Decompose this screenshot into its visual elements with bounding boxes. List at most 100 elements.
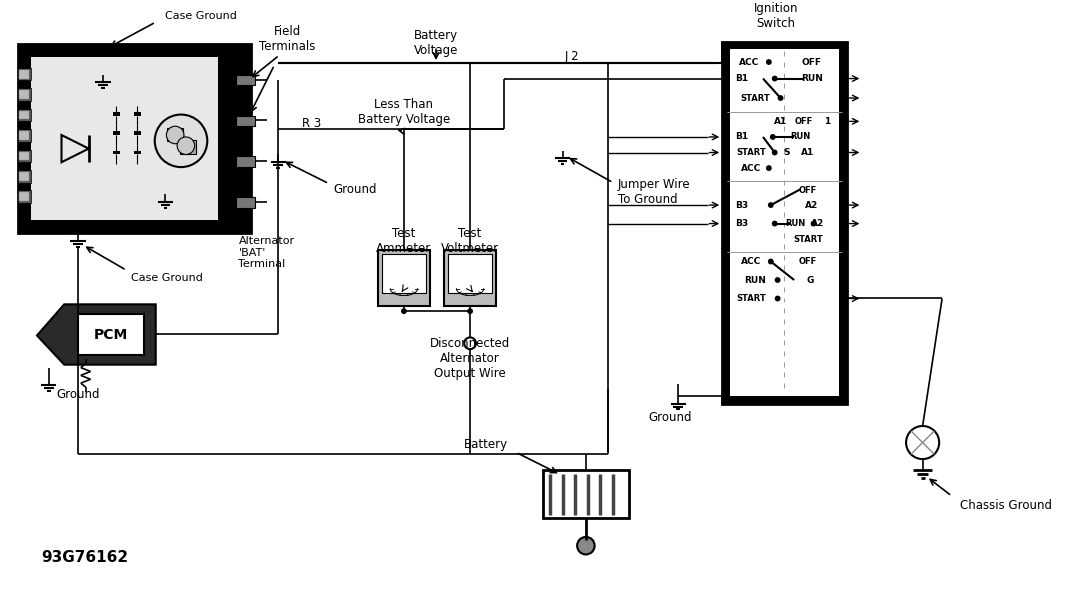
Text: Less Than
Battery Voltage: Less Than Battery Voltage	[358, 98, 450, 126]
Bar	[17, 43, 251, 233]
Circle shape	[774, 277, 781, 283]
Bar	[134, 112, 142, 115]
Bar	[378, 250, 430, 306]
Bar	[381, 254, 426, 293]
Circle shape	[577, 537, 594, 554]
Text: B1: B1	[735, 132, 749, 141]
Text: Ignition
Switch: Ignition Switch	[753, 2, 798, 30]
Bar	[17, 109, 31, 121]
Text: Test
Ammeter: Test Ammeter	[376, 227, 431, 255]
Bar	[730, 50, 839, 396]
Polygon shape	[37, 304, 155, 365]
Text: B1: B1	[735, 74, 749, 83]
Bar	[19, 90, 29, 99]
Text: A1: A1	[774, 117, 787, 126]
Bar	[19, 193, 29, 201]
Bar	[134, 131, 142, 135]
Circle shape	[177, 137, 195, 155]
Text: Battery
Voltage: Battery Voltage	[414, 29, 458, 57]
Circle shape	[810, 220, 817, 226]
Circle shape	[772, 220, 777, 226]
Text: Ground: Ground	[333, 183, 377, 196]
Text: S: S	[783, 148, 789, 157]
Text: Field
Terminals: Field Terminals	[259, 25, 315, 53]
Text: Test
Voltmeter: Test Voltmeter	[441, 227, 499, 255]
Bar	[19, 111, 29, 120]
Bar	[19, 70, 29, 79]
Text: OFF: OFF	[794, 117, 813, 126]
Text: Chassis Ground: Chassis Ground	[960, 500, 1051, 512]
Text: 93G76162: 93G76162	[40, 550, 128, 565]
Bar	[17, 88, 31, 101]
Text: START: START	[740, 94, 770, 103]
Bar	[17, 129, 31, 142]
Text: ACC: ACC	[741, 257, 761, 266]
Circle shape	[772, 76, 777, 82]
Circle shape	[166, 126, 184, 144]
Circle shape	[772, 150, 777, 155]
Text: START: START	[737, 148, 766, 157]
Bar	[235, 156, 255, 167]
Circle shape	[400, 308, 407, 314]
Circle shape	[468, 308, 473, 314]
Circle shape	[774, 295, 781, 301]
Bar	[444, 250, 496, 306]
Circle shape	[154, 115, 208, 167]
Text: Ground: Ground	[56, 388, 100, 401]
Text: B3: B3	[735, 201, 749, 210]
Text: START: START	[737, 294, 766, 303]
Bar	[113, 131, 119, 135]
Bar	[17, 150, 31, 162]
Text: Ground: Ground	[649, 411, 692, 424]
Bar	[17, 170, 31, 182]
Text: RUN: RUN	[801, 74, 822, 83]
Bar	[19, 172, 29, 181]
Text: Case Ground: Case Ground	[131, 273, 203, 283]
Circle shape	[766, 165, 772, 171]
Bar	[235, 198, 255, 208]
Bar	[17, 190, 31, 203]
Bar	[180, 140, 196, 155]
Circle shape	[906, 426, 939, 459]
Text: PCM: PCM	[94, 327, 128, 341]
Text: Case Ground: Case Ground	[165, 11, 237, 21]
Text: A2: A2	[805, 201, 818, 210]
Text: G: G	[806, 275, 814, 284]
Bar	[17, 68, 31, 80]
Text: R 3: R 3	[301, 117, 321, 130]
Text: B3: B3	[735, 219, 749, 228]
Bar	[167, 128, 183, 141]
Bar	[235, 75, 255, 85]
Text: Disconnected
Alternator
Output Wire: Disconnected Alternator Output Wire	[430, 338, 510, 381]
Circle shape	[464, 338, 476, 349]
Circle shape	[766, 59, 772, 65]
Bar	[447, 254, 492, 293]
Text: ACC: ACC	[741, 164, 761, 173]
Text: OFF: OFF	[802, 57, 822, 66]
Bar	[235, 115, 255, 126]
Bar	[78, 314, 144, 355]
Text: A1: A1	[801, 148, 815, 157]
Bar	[113, 112, 119, 115]
Text: A2: A2	[810, 219, 824, 228]
Circle shape	[768, 202, 773, 208]
Text: Battery: Battery	[464, 438, 508, 451]
Bar	[113, 150, 119, 155]
Text: J 2: J 2	[564, 50, 579, 63]
Bar	[31, 57, 218, 220]
Bar	[543, 470, 628, 518]
Text: Alternator
'BAT'
Terminal: Alternator 'BAT' Terminal	[239, 236, 295, 269]
Text: RUN: RUN	[744, 275, 766, 284]
Circle shape	[768, 259, 773, 265]
Text: ACC: ACC	[739, 57, 759, 66]
Text: OFF: OFF	[799, 257, 817, 266]
Bar	[134, 150, 142, 155]
Text: Jumper Wire
To Ground: Jumper Wire To Ground	[618, 178, 690, 207]
Text: OFF: OFF	[799, 186, 817, 195]
Text: START: START	[793, 234, 822, 243]
Text: RUN: RUN	[790, 132, 810, 141]
Text: 1: 1	[824, 117, 831, 126]
Text: RUN: RUN	[785, 219, 805, 228]
Bar	[19, 131, 29, 140]
Bar	[19, 152, 29, 160]
